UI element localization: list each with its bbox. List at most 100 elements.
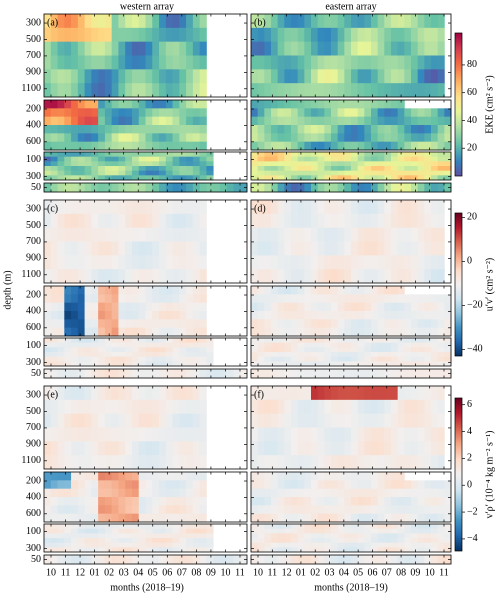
field-cell xyxy=(404,352,412,358)
field-cell xyxy=(304,141,312,151)
field-cell xyxy=(391,269,399,284)
field-cell xyxy=(257,241,265,256)
field-cell xyxy=(271,100,279,109)
field-cell xyxy=(159,241,167,256)
field-cell xyxy=(411,356,419,362)
field-cell xyxy=(297,241,305,256)
field-cell xyxy=(104,125,113,134)
field-cell xyxy=(118,538,126,544)
field-cell xyxy=(324,528,332,534)
field-cell xyxy=(165,152,173,158)
field-cell xyxy=(277,356,285,362)
field-cell xyxy=(357,480,365,490)
field-cell xyxy=(371,83,379,98)
field-cell xyxy=(91,427,99,442)
field-cell xyxy=(337,538,345,544)
field-cell xyxy=(64,116,72,126)
field-cell xyxy=(277,342,285,348)
field-cell xyxy=(159,472,167,481)
field-cell xyxy=(371,413,379,428)
field-cell xyxy=(104,342,113,348)
field-cell xyxy=(311,41,319,56)
field-cell xyxy=(111,133,119,143)
field-cell xyxy=(404,27,412,43)
field-cell xyxy=(264,524,272,530)
field-cell xyxy=(277,547,285,553)
field-cell xyxy=(71,327,79,337)
field-cell xyxy=(384,488,392,498)
field-cell xyxy=(324,227,332,242)
field-cell xyxy=(57,361,65,367)
field-cell xyxy=(192,156,201,162)
field-cell xyxy=(404,108,412,118)
field-cell xyxy=(424,386,432,401)
x-tick-label: 10 xyxy=(253,567,263,578)
field-cell xyxy=(311,472,319,481)
field-cell xyxy=(257,175,265,181)
field-cell xyxy=(71,241,79,256)
field-cell xyxy=(291,241,299,256)
field-cell xyxy=(304,505,312,515)
field-cell xyxy=(331,27,339,43)
field-cell xyxy=(337,513,345,523)
field-cell xyxy=(337,533,345,539)
field-cell xyxy=(44,441,52,456)
field-cell xyxy=(271,241,279,256)
colorbar-tick-label: −20 xyxy=(467,300,483,311)
field-cell xyxy=(71,125,79,134)
field-cell xyxy=(199,528,207,534)
field-cell xyxy=(284,161,292,167)
field-cell xyxy=(277,294,285,304)
field-cell xyxy=(384,156,392,162)
field-cell xyxy=(377,55,385,70)
field-cell xyxy=(384,227,392,242)
field-cell xyxy=(98,441,106,456)
field-cell xyxy=(411,255,419,270)
x-tick-label: 10 xyxy=(425,567,435,578)
field-cell xyxy=(165,352,173,358)
x-tick-label: 02 xyxy=(310,567,320,578)
field-cell xyxy=(271,472,279,481)
field-cell xyxy=(297,156,305,162)
field-cell xyxy=(271,156,279,162)
field-cell xyxy=(251,413,259,428)
field-cell xyxy=(179,555,187,565)
field-cell xyxy=(165,227,173,242)
field-cell xyxy=(118,356,126,362)
field-cell xyxy=(172,399,180,415)
field-cell xyxy=(324,141,332,151)
field-cell xyxy=(277,311,285,320)
field-cell xyxy=(297,55,305,70)
field-cell xyxy=(125,528,133,534)
field-cell xyxy=(50,83,58,98)
field-cell xyxy=(424,269,432,284)
field-cell xyxy=(64,175,72,181)
field-cell xyxy=(98,369,106,379)
field-cell xyxy=(397,480,405,490)
field-cell xyxy=(424,170,432,176)
field-cell xyxy=(411,156,419,162)
field-cell xyxy=(384,472,392,481)
field-cell xyxy=(186,133,194,143)
field-cell xyxy=(344,116,352,126)
field-cell xyxy=(251,524,259,530)
field-cell xyxy=(165,311,173,320)
field-cell xyxy=(444,547,452,553)
colorbar-tick-label: 80 xyxy=(467,59,477,70)
field-cell xyxy=(91,488,99,498)
field-cell xyxy=(84,441,92,456)
field-cell xyxy=(324,352,332,358)
field-cell xyxy=(337,294,345,304)
field-cell xyxy=(172,505,180,515)
field-cell xyxy=(77,542,85,548)
field-cell xyxy=(344,538,352,544)
field-cell xyxy=(159,338,167,344)
field-cell xyxy=(118,100,126,109)
field-cell xyxy=(377,528,385,534)
field-cell xyxy=(371,27,379,43)
field-cell xyxy=(291,555,299,565)
field-cell xyxy=(199,399,207,415)
field-cell xyxy=(257,555,265,565)
field-cell xyxy=(384,505,392,515)
field-cell xyxy=(377,141,385,151)
